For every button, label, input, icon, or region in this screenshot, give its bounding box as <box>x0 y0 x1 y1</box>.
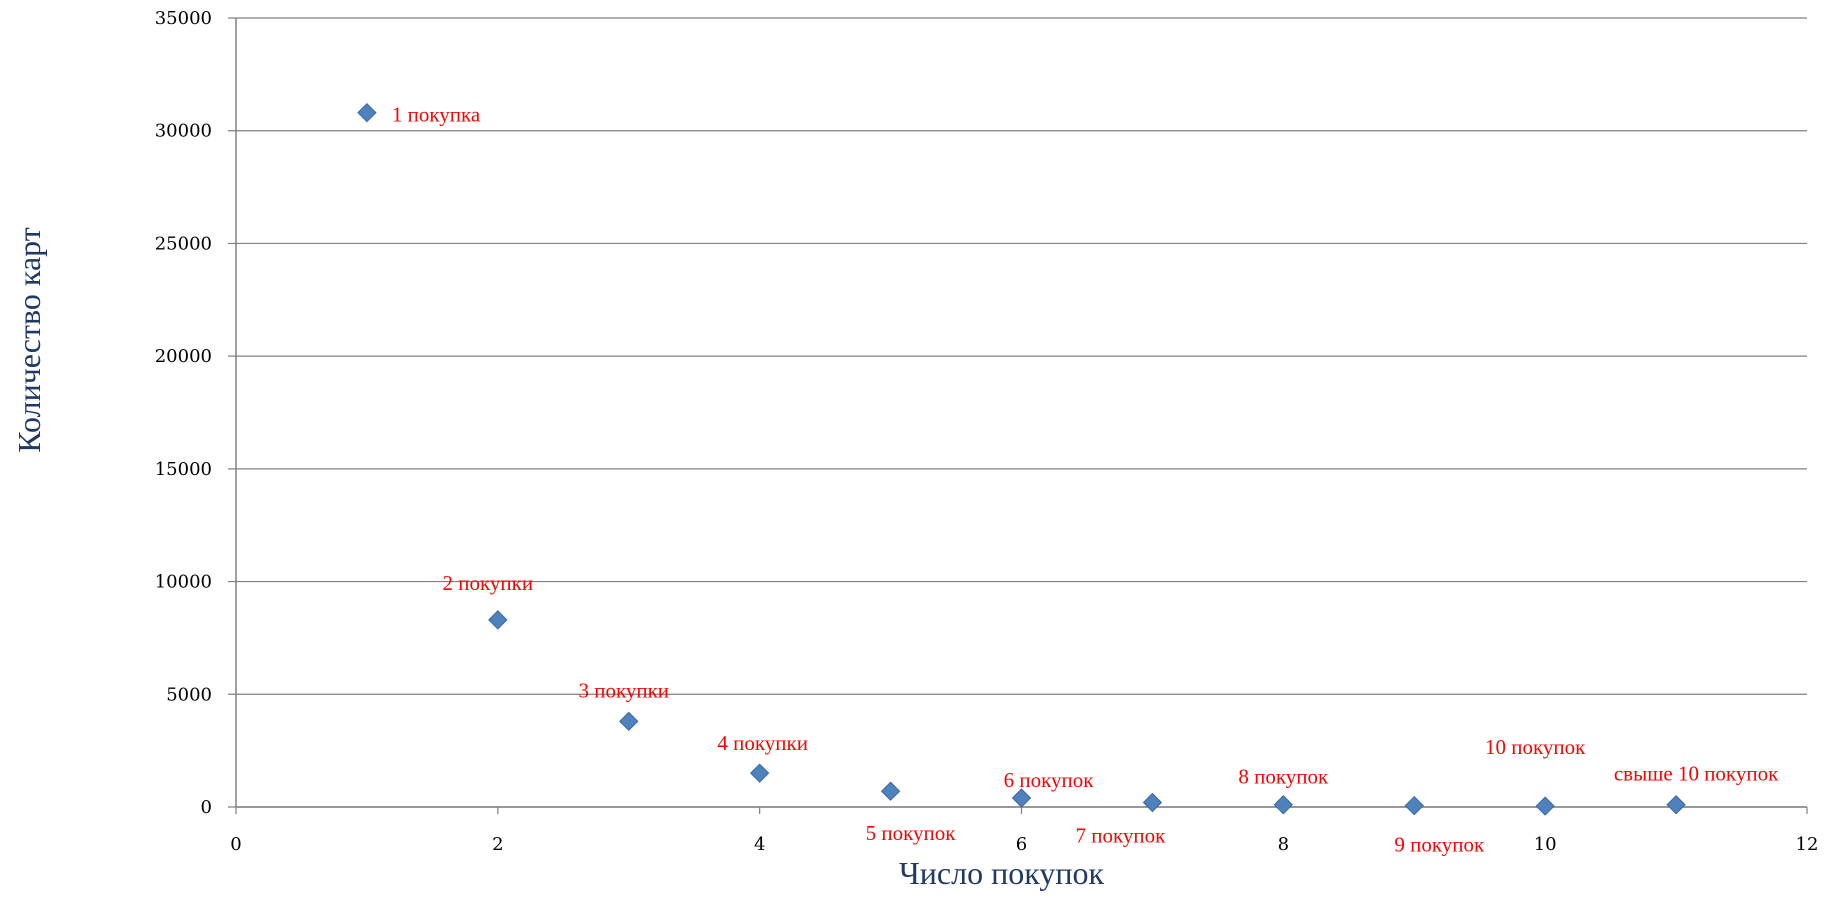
y-tick-label: 10000 <box>155 572 212 593</box>
data-point <box>620 712 638 730</box>
y-tick-label: 20000 <box>155 346 212 367</box>
data-point <box>1274 796 1292 814</box>
point-label: 5 покупок <box>866 821 957 845</box>
x-tick-label: 10 <box>1534 834 1557 855</box>
y-tick-label: 35000 <box>155 8 212 29</box>
data-point <box>1405 797 1423 815</box>
x-tick-label: 0 <box>230 834 241 855</box>
axes <box>236 18 1807 807</box>
data-point <box>489 611 507 629</box>
point-label: 4 покупки <box>717 731 808 755</box>
data-point <box>882 782 900 800</box>
point-label: 3 покупки <box>578 678 669 702</box>
y-tick-label: 15000 <box>155 459 212 480</box>
y-tick-label: 25000 <box>155 233 212 254</box>
data-point <box>1143 793 1161 811</box>
x-tick-labels: 0 2 4 6 8 10 12 <box>230 807 1818 855</box>
y-tick-label: 5000 <box>166 684 212 705</box>
data-point <box>1536 797 1554 815</box>
data-point <box>751 764 769 782</box>
data-point <box>1667 796 1685 814</box>
gridlines <box>228 18 1807 807</box>
x-tick-label: 2 <box>492 834 503 855</box>
point-label: 8 покупок <box>1238 765 1329 789</box>
point-label: 9 покупок <box>1394 833 1485 857</box>
point-label: 10 покупок <box>1485 735 1586 759</box>
point-label: 6 покупок <box>1004 768 1095 792</box>
x-axis-title: Число покупок <box>899 855 1104 891</box>
data-points <box>358 104 1685 815</box>
point-label: 7 покупок <box>1075 823 1166 847</box>
point-label: 2 покупки <box>443 571 534 595</box>
x-tick-label: 6 <box>1016 834 1027 855</box>
y-tick-label: 30000 <box>155 121 212 142</box>
point-label: свыше 10 покупок <box>1614 762 1779 786</box>
x-tick-label: 4 <box>754 834 765 855</box>
x-tick-label: 12 <box>1796 834 1819 855</box>
point-labels: 1 покупка 2 покупки 3 покупки 4 покупки 5 по… <box>392 103 1779 857</box>
point-label: 1 покупка <box>392 103 481 127</box>
data-point <box>358 104 376 122</box>
y-tick-labels: 0 5000 10000 15000 20000 25000 30000 35000 <box>155 8 212 818</box>
x-tick-label: 8 <box>1278 834 1289 855</box>
y-tick-label: 0 <box>201 797 212 818</box>
y-axis-title: Количество карт <box>11 227 47 452</box>
